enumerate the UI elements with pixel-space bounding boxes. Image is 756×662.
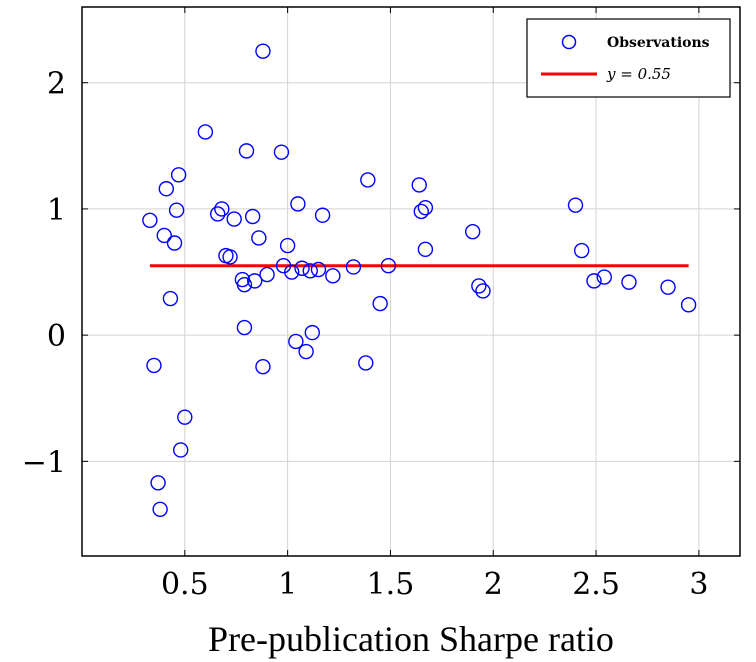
- observation-point: [680, 297, 697, 313]
- observation-point: [170, 167, 187, 183]
- y-tick-label: 2: [47, 67, 66, 102]
- observation-point: [358, 355, 374, 371]
- plot-frame: [81, 6, 741, 557]
- observation-point: [197, 124, 214, 140]
- observation-point: [413, 203, 429, 220]
- x-tick-label: 1: [278, 567, 297, 602]
- observation-point: [298, 343, 314, 360]
- x-tick-label: 2.5: [572, 567, 620, 602]
- y-tick-label: −1: [22, 445, 66, 480]
- observation-point: [259, 266, 275, 283]
- observation-point: [142, 212, 158, 228]
- observation-point: [360, 172, 376, 188]
- observation-point: [464, 223, 481, 240]
- observation-point: [621, 274, 637, 290]
- observation-point: [251, 230, 267, 246]
- observation-point: [294, 260, 310, 276]
- observation-point: [345, 259, 362, 275]
- observation-point: [314, 207, 331, 223]
- observation-point: [214, 201, 230, 217]
- observation-point: [244, 208, 261, 225]
- x-axis-label: Pre-publication Sharpe ratio: [208, 619, 614, 659]
- observation-point: [302, 263, 318, 279]
- observation-point: [290, 196, 306, 212]
- legend-marker-observations: [561, 34, 577, 50]
- observation-point: [222, 249, 238, 265]
- observation-point: [380, 258, 397, 274]
- observation-point: [150, 475, 166, 491]
- observation-point: [417, 241, 434, 258]
- observation-point: [247, 273, 263, 289]
- observation-point: [660, 279, 676, 295]
- x-tick-label: 2: [484, 567, 503, 602]
- observation-point: [586, 273, 602, 289]
- observation-point: [236, 319, 253, 336]
- observation-point: [573, 242, 590, 259]
- observation-point: [156, 227, 172, 244]
- observation-point: [273, 144, 290, 160]
- observation-point: [596, 269, 612, 285]
- observation-point: [236, 276, 253, 293]
- observation-point: [417, 199, 434, 216]
- observation-point: [162, 290, 179, 307]
- observation-point: [168, 202, 185, 218]
- x-tick-label: 1.5: [367, 567, 415, 602]
- observation-point: [310, 261, 327, 278]
- observation-point: [172, 442, 189, 458]
- x-tick-label: 3: [689, 567, 708, 602]
- observation-point: [567, 197, 584, 213]
- observation-point: [152, 501, 168, 518]
- legend-box: [526, 18, 731, 98]
- observation-point: [158, 181, 175, 197]
- observation-point: [255, 43, 271, 59]
- observation-point: [284, 264, 300, 280]
- legend: Observations y = 0.55: [526, 18, 731, 98]
- axis-ticks: [82, 7, 740, 556]
- observation-point: [288, 333, 304, 350]
- observation-point: [238, 143, 255, 159]
- x-tick-labels: 0.5 1 1.5 2 2.5 3: [161, 567, 708, 602]
- legend-label-fit: y = 0.55: [606, 65, 671, 83]
- legend-label-observations: Observations: [607, 35, 710, 51]
- observation-point: [325, 268, 341, 284]
- observation-point: [226, 211, 242, 227]
- observation-point: [475, 283, 491, 299]
- observation-point: [177, 409, 193, 425]
- observation-point: [411, 177, 427, 193]
- y-tick-label: 1: [47, 193, 66, 228]
- observation-point: [471, 278, 487, 294]
- x-tick-label: 0.5: [161, 567, 209, 602]
- observation-point: [279, 237, 296, 254]
- observation-point: [146, 357, 162, 374]
- observation-point: [304, 324, 320, 341]
- observation-point: [166, 235, 183, 251]
- observation-points: [142, 43, 697, 518]
- y-tick-labels: −1 0 1 2: [22, 67, 66, 481]
- y-tick-label: 0: [47, 319, 66, 354]
- observation-point: [255, 358, 271, 375]
- observation-point: [372, 295, 388, 312]
- observation-point: [210, 206, 226, 222]
